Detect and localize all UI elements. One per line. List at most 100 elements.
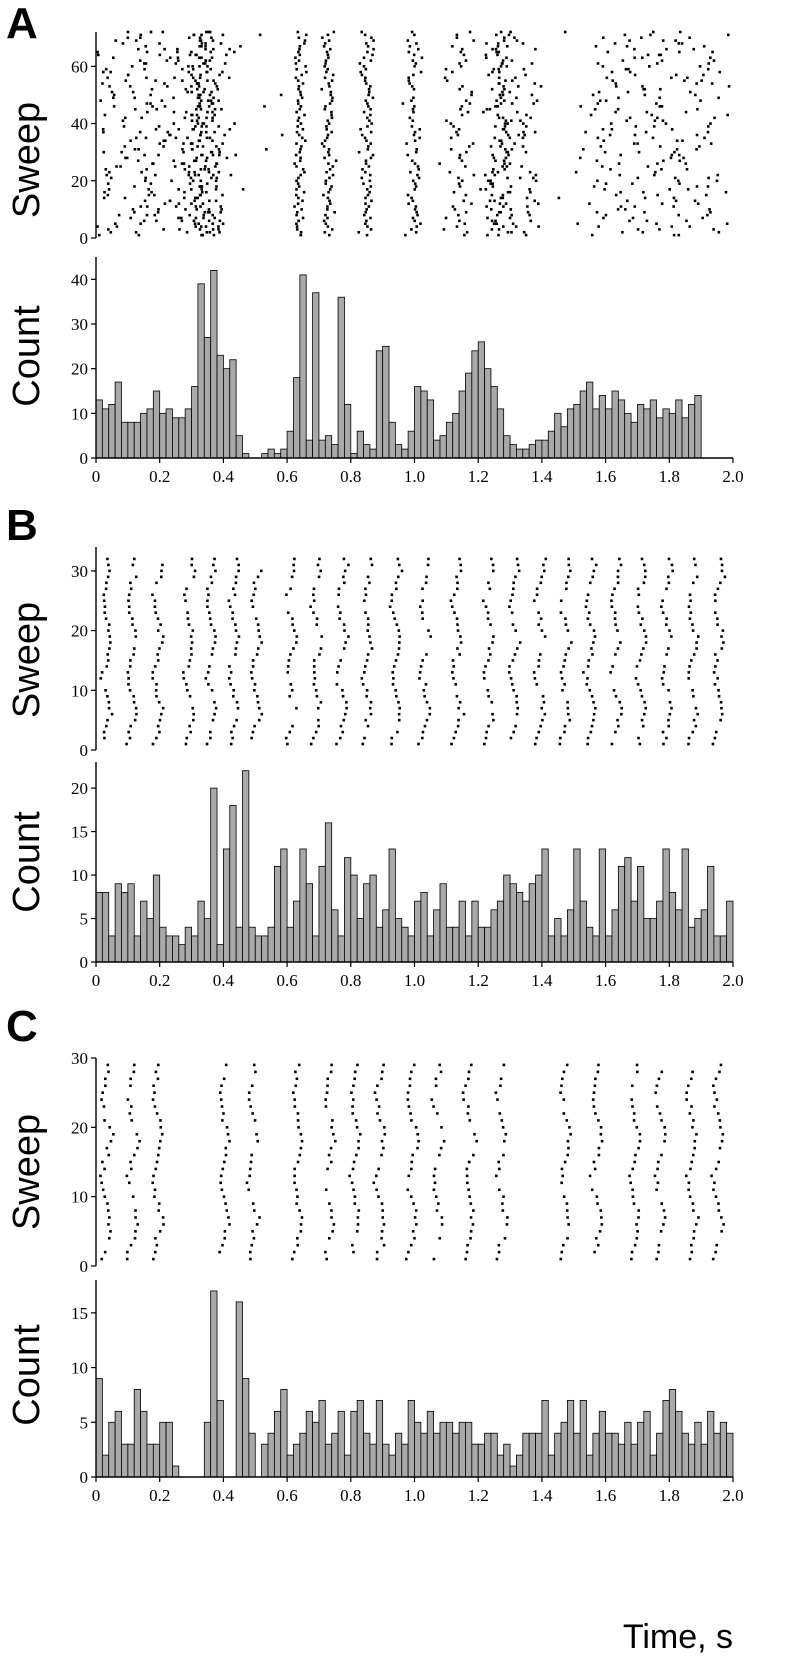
spike-dot bbox=[320, 635, 323, 638]
spike-dot bbox=[326, 208, 329, 211]
spike-dot bbox=[224, 1153, 228, 1157]
spike-dot bbox=[217, 228, 220, 231]
spike-dot bbox=[509, 736, 513, 740]
histogram-bar bbox=[101, 1454, 110, 1478]
spike-dot bbox=[541, 718, 544, 722]
spike-dot bbox=[209, 623, 213, 626]
spike-dot bbox=[450, 70, 454, 74]
spike-dot bbox=[427, 629, 430, 632]
histogram-bar bbox=[394, 918, 403, 963]
spike-dot bbox=[99, 1174, 102, 1178]
spike-dot bbox=[320, 87, 324, 91]
spike-dot bbox=[317, 718, 320, 722]
spike-dot bbox=[304, 33, 308, 37]
spike-dot bbox=[184, 599, 187, 603]
spike-dot bbox=[107, 629, 110, 632]
spike-dot bbox=[543, 635, 547, 638]
spike-dot bbox=[670, 225, 674, 228]
histogram-bar bbox=[522, 448, 530, 459]
spike-dot bbox=[206, 605, 209, 609]
spike-dot bbox=[722, 641, 725, 644]
spike-dot bbox=[202, 90, 205, 94]
histogram-bar bbox=[471, 350, 479, 459]
spike-dot bbox=[209, 730, 212, 734]
spike-dot bbox=[655, 222, 658, 225]
spike-dot bbox=[487, 179, 490, 183]
spike-dot bbox=[586, 593, 590, 597]
spike-dot bbox=[368, 173, 372, 177]
spike-dot bbox=[413, 188, 417, 191]
spike-dot bbox=[207, 208, 211, 211]
spike-dot bbox=[110, 712, 114, 716]
spike-dot bbox=[352, 1160, 356, 1164]
histogram-bar bbox=[401, 926, 409, 963]
spike-dot bbox=[614, 653, 617, 656]
histogram-bar bbox=[719, 935, 728, 963]
spike-dot bbox=[418, 605, 422, 609]
spike-dot bbox=[534, 173, 538, 177]
histogram-bar bbox=[401, 1443, 409, 1478]
spike-dot bbox=[369, 700, 373, 704]
spike-dot bbox=[326, 1167, 329, 1171]
spike-dot bbox=[717, 1202, 720, 1205]
spike-dot bbox=[713, 116, 716, 120]
spike-dot bbox=[634, 677, 638, 680]
spike-dot bbox=[540, 706, 544, 710]
histogram-bar bbox=[592, 935, 600, 963]
spike-dot bbox=[198, 76, 202, 80]
spike-dot bbox=[695, 641, 698, 644]
spike-dot bbox=[592, 700, 595, 704]
spike-dot bbox=[568, 569, 572, 573]
spike-dot bbox=[312, 611, 315, 614]
spike-dot bbox=[596, 62, 600, 65]
x-tick-label: 0.4 bbox=[213, 467, 235, 486]
spike-dot bbox=[506, 1216, 509, 1219]
spike-dot bbox=[357, 1139, 360, 1143]
spike-dot bbox=[460, 113, 464, 117]
spike-dot bbox=[644, 641, 648, 644]
spike-dot bbox=[142, 62, 146, 65]
spike-dot bbox=[126, 73, 130, 77]
spike-dot bbox=[677, 153, 681, 157]
spike-dot bbox=[499, 145, 502, 148]
spike-dot bbox=[497, 67, 501, 71]
spike-dot bbox=[365, 188, 369, 191]
spike-dot bbox=[687, 605, 691, 609]
spike-dot bbox=[201, 145, 205, 148]
spike-dot bbox=[364, 82, 368, 85]
spike-dot bbox=[291, 1091, 295, 1094]
histogram-bar bbox=[522, 900, 530, 963]
spike-dot bbox=[674, 199, 678, 203]
spike-dot bbox=[115, 225, 119, 228]
spike-dot bbox=[592, 712, 596, 716]
spike-dot bbox=[630, 1250, 634, 1254]
histogram-bar bbox=[560, 1421, 568, 1478]
histogram-bar bbox=[681, 1432, 689, 1478]
x-tick-label: 0.6 bbox=[276, 1486, 297, 1505]
spike-dot bbox=[535, 683, 539, 686]
spike-dot bbox=[668, 629, 671, 632]
spike-dot bbox=[370, 199, 373, 203]
histogram-bar bbox=[579, 390, 587, 459]
spike-dot bbox=[460, 105, 464, 108]
spike-dot bbox=[417, 1139, 420, 1143]
spike-dot bbox=[125, 156, 129, 160]
spike-dot bbox=[315, 623, 319, 626]
spike-dot bbox=[390, 599, 394, 603]
spike-dot bbox=[390, 742, 393, 746]
spike-dot bbox=[418, 127, 422, 131]
spike-dot bbox=[106, 1202, 109, 1205]
spike-dot bbox=[567, 563, 571, 567]
spike-dot bbox=[670, 706, 673, 710]
spike-dot bbox=[120, 150, 123, 154]
spike-dot bbox=[108, 569, 111, 573]
spike-dot bbox=[147, 193, 151, 197]
spike-dot bbox=[396, 730, 399, 734]
spike-dot bbox=[323, 230, 327, 234]
spike-dot bbox=[190, 90, 193, 94]
spike-dot bbox=[393, 617, 397, 620]
spike-dot bbox=[560, 1084, 563, 1088]
spike-dot bbox=[230, 730, 233, 734]
spike-dot bbox=[293, 1174, 296, 1178]
spike-dot bbox=[710, 1174, 713, 1178]
